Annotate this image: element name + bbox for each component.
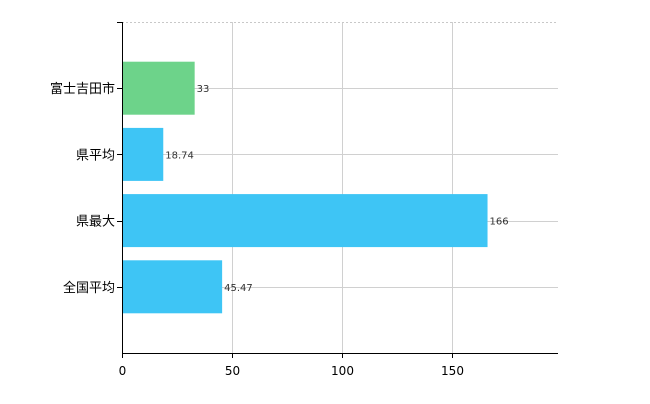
axes bbox=[117, 22, 558, 358]
x-tick-label-0: 0 bbox=[119, 364, 127, 378]
category-label-3: 全国平均 bbox=[63, 280, 115, 296]
value-label-1: 18.74 bbox=[165, 150, 194, 161]
bar-1 bbox=[122, 127, 164, 181]
x-tick-label-150: 150 bbox=[441, 364, 464, 378]
category-label-0: 富士吉田市 bbox=[50, 81, 115, 97]
value-label-0: 33 bbox=[197, 84, 210, 95]
bar-2 bbox=[122, 194, 488, 248]
bars bbox=[122, 61, 488, 314]
value-label-3: 45.47 bbox=[224, 283, 253, 294]
value-label-2: 166 bbox=[490, 217, 509, 228]
x-tick-label-50: 50 bbox=[225, 364, 240, 378]
labels: 33 富士吉田市 18.74 県平均 166 県最大 45.47 全国平均 0 50 100 150 bbox=[50, 81, 509, 378]
category-label-1: 県平均 bbox=[76, 148, 115, 163]
bar-3 bbox=[122, 260, 223, 314]
bar-0 bbox=[122, 61, 195, 115]
x-tick-label-100: 100 bbox=[331, 364, 354, 378]
category-label-2: 県最大 bbox=[76, 215, 115, 230]
